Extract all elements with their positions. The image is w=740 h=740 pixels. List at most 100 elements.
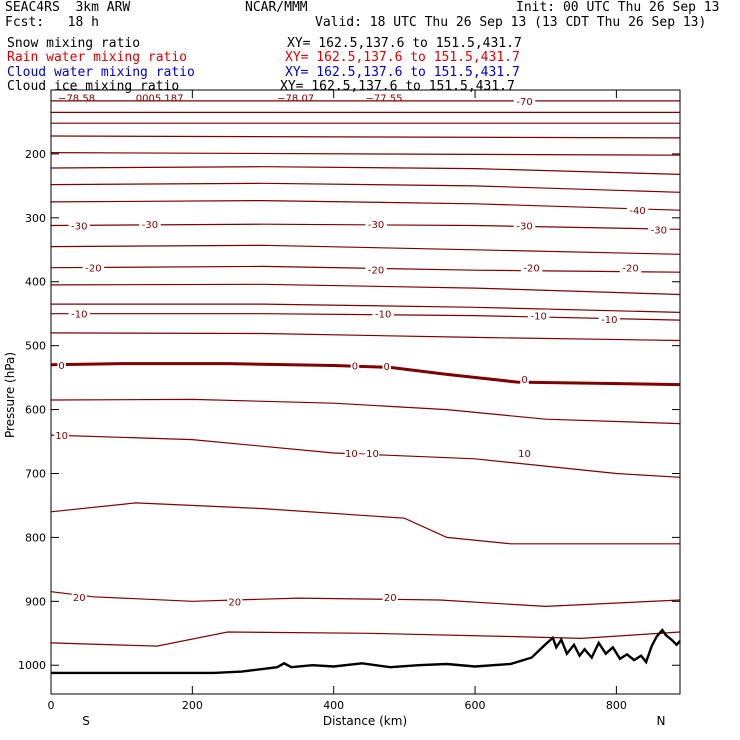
top-value-2: −78.07 [277, 93, 314, 104]
contour-label-bg-10 [619, 261, 642, 274]
contour-label-bg-15 [57, 358, 66, 371]
contour-label-bg-13 [527, 309, 550, 322]
isotherm-line-13 [51, 313, 681, 321]
y-tick-label-7: 900 [25, 595, 46, 608]
contour-label-1: -40 [629, 206, 645, 217]
top-value-3: −77.55 [366, 93, 403, 104]
terrain [51, 628, 681, 675]
contour-label-13: -10 [530, 312, 546, 323]
field-cloudwater-name: Cloud water mixing ratio [7, 65, 195, 80]
contour-label-bg-5 [513, 219, 536, 232]
contour-label-bg-21 [517, 447, 533, 460]
contour-label-24: 20 [384, 593, 397, 604]
contour-label-bg-2 [68, 219, 91, 232]
isotherm-line-17 [50, 434, 681, 478]
contour-label-bg-1 [626, 204, 649, 217]
contour-label-6: -30 [651, 225, 667, 236]
north-end-label: N [657, 714, 666, 728]
y-tick-label-5: 700 [25, 467, 46, 480]
terrain-line [51, 628, 681, 675]
y-tick-label-6: 800 [25, 531, 46, 544]
contour-label-14: -10 [601, 315, 617, 326]
y-tick-label-1: 300 [25, 212, 46, 225]
contour-label-bg-4 [365, 218, 387, 231]
contour-label-bg-11 [68, 307, 91, 320]
contour-label-12: -10 [375, 310, 391, 321]
top-value-1: 0005.187 [136, 93, 184, 104]
contour-label-16: 0 [352, 361, 358, 372]
contour-label-4: -30 [368, 220, 384, 231]
x-tick-label-1: 200 [182, 699, 203, 712]
axes: 0 200 400 600 800200300400500600700800900100… [18, 89, 681, 712]
forecast-hour: Fcst: 18 h [5, 15, 99, 30]
contour-label-bg-19 [54, 429, 70, 442]
field-rain-name: Rain water mixing ratio [7, 50, 188, 65]
contour-label-bg-20 [344, 447, 380, 460]
isotherm-line-7 [50, 199, 681, 211]
isotherm-line-11 [50, 283, 681, 296]
contour-label-15: 0 [58, 361, 64, 372]
isotherm-line-12 [51, 303, 681, 313]
contour-label-bg-3 [139, 218, 161, 231]
south-end-label: S [82, 714, 90, 728]
contour-label-bg-17 [382, 360, 391, 373]
model-title: SEAC4RS 3km ARW [5, 0, 131, 15]
x-tick-label-2: 400 [323, 699, 344, 712]
contour-label-bg-14 [598, 312, 621, 325]
contour-label-3: -30 [142, 220, 158, 231]
field-snow-name: Snow mixing ratio [7, 36, 141, 51]
isotherm-line-16 [50, 398, 681, 425]
valid-time: Valid: 18 UTC Thu 26 Sep 13 (13 CDT Thu … [315, 15, 707, 30]
isotherm-line-3 [50, 135, 681, 139]
contour-label-5: -30 [516, 222, 532, 233]
top-value-0: −78.58 [58, 93, 95, 104]
contour-label-bg-8 [365, 263, 387, 276]
field-snow-xy: XY= 162.5,137.6 to 151.5,431.7 [287, 36, 522, 51]
contour-label-bg-18 [520, 372, 529, 385]
contour-label-7: -20 [85, 264, 101, 275]
contour-label-22: 20 [73, 593, 86, 604]
x-tick-label-3: 600 [465, 699, 486, 712]
contour-label-bg-22 [71, 590, 87, 603]
field-cloudwater-xy: XY= 162.5,137.6 to 151.5,431.7 [285, 65, 520, 80]
contour-label-19: 10 [55, 431, 68, 442]
contour-label-11: -10 [71, 310, 87, 321]
contour-label-20: 10~10 [345, 449, 379, 460]
isotherm-contours [50, 100, 681, 647]
field-rain-xy: XY= 162.5,137.6 to 151.5,431.7 [285, 50, 520, 65]
contour-label-8: -20 [368, 266, 384, 277]
isotherm-line-19 [50, 591, 681, 608]
plot-frame [50, 89, 681, 695]
contour-label-bg-23 [227, 595, 243, 608]
contour-label-2: -30 [71, 222, 87, 233]
isotherm-line-4 [50, 152, 681, 156]
y-tick-label-0: 200 [25, 148, 46, 161]
y-tick-label-8: 1000 [18, 659, 46, 672]
contour-label-9: -20 [523, 264, 539, 275]
contour-label-bg-0 [513, 94, 536, 107]
y-tick-label-4: 600 [25, 404, 46, 417]
isotherm-line-6 [50, 182, 681, 193]
isotherm-line-5 [50, 166, 681, 175]
org-label: NCAR/MMM [245, 0, 308, 15]
y-axis-title: Pressure (hPa) [3, 352, 17, 438]
isotherm-line-20 [50, 631, 681, 647]
contour-label-21: 10 [518, 449, 531, 460]
isotherm-line-18 [50, 502, 680, 545]
contour-labels: -70 -40 -30 -30 -30 -30 -30 -20 -20 -20 -20 -10 -10 -… [54, 93, 670, 608]
isotherm-line-9 [50, 244, 681, 255]
contour-label-18: 0 [521, 375, 527, 386]
y-tick-label-2: 400 [25, 276, 46, 289]
contour-label-bg-7 [82, 261, 105, 274]
contour-label-bg-9 [520, 261, 543, 274]
contour-label-bg-12 [372, 307, 394, 320]
x-tick-label-0: 0 [48, 699, 55, 712]
init-time: Init: 00 UTC Thu 26 Sep 13 [516, 0, 720, 15]
isotherm-line-14 [50, 332, 681, 342]
x-axis-title: Distance (km) [323, 714, 407, 728]
contour-label-bg-6 [648, 223, 670, 236]
contour-label-17: 0 [384, 362, 390, 373]
contour-label-10: -20 [622, 264, 638, 275]
isotherm-line-15 [50, 362, 681, 387]
contour-label-bg-24 [382, 590, 398, 603]
